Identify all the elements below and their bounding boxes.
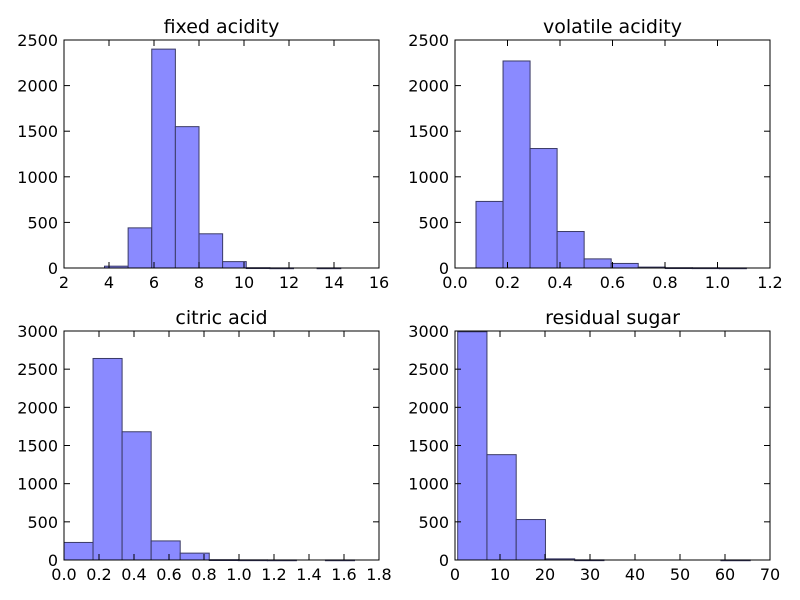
x-tick-label: 0.4: [547, 273, 572, 292]
y-tick-label: 2000: [17, 77, 58, 96]
panel-fixed-acidity: fixed acidity 2 4 6 8 10 12 14 16 0 500 1000 1500 20…: [17, 16, 389, 292]
x-tick-label: 1.8: [366, 565, 391, 584]
histogram-bar: [583, 258, 612, 269]
histogram-bar: [151, 48, 176, 269]
x-tick-label: 20: [535, 565, 555, 584]
y-tick-label: 2000: [17, 398, 58, 417]
y-tick-label: 2500: [17, 31, 58, 50]
histogram-bar: [457, 331, 488, 561]
y-tick-label: 2500: [408, 31, 449, 50]
panel-title: citric acid: [175, 307, 267, 329]
histogram-bar: [198, 233, 224, 269]
histogram-bar: [222, 261, 247, 269]
x-tick-label: 0.2: [86, 565, 111, 584]
histogram-bar: [174, 126, 200, 269]
x-tick-label: 16: [369, 273, 389, 292]
y-tick-label: 0: [48, 259, 58, 278]
panel-title: fixed acidity: [164, 16, 280, 38]
x-tick-label: 0.0: [442, 273, 467, 292]
panel-title: volatile acidity: [543, 16, 682, 38]
y-tick-label: 2000: [408, 77, 449, 96]
x-tick-label: 60: [715, 565, 735, 584]
panel-volatile-acidity: volatile acidity 0.0 0.2 0.4 0.6 0.8 1.0 1.2 0 5…: [408, 16, 782, 292]
x-tick-label: 1.2: [757, 273, 782, 292]
x-tick-label: 50: [670, 565, 690, 584]
x-tick-label: 40: [625, 565, 645, 584]
x-tick-label: 1.0: [705, 273, 730, 292]
y-tick-label: 1500: [408, 122, 449, 141]
x-tick-label: 0.6: [156, 565, 181, 584]
x-tick-label: 70: [760, 565, 780, 584]
y-tick-label: 1000: [408, 475, 449, 494]
y-tick-label: 2500: [408, 360, 449, 379]
x-tick-label: 1.0: [226, 565, 251, 584]
histogram-bar: [475, 200, 504, 269]
x-tick-label: 0.0: [51, 565, 76, 584]
x-tick-label: 12: [279, 273, 299, 292]
y-tick-label: 2500: [17, 360, 58, 379]
panel-citric-acid: citric acid 0.0 0.2 0.4 0.6 0.8 1.0 1.2 1.4 1.6 1…: [17, 307, 391, 584]
x-tick-label: 0.6: [600, 273, 625, 292]
y-tick-label: 1000: [408, 168, 449, 187]
histogram-bar: [610, 262, 639, 269]
x-tick-label: 0: [450, 565, 460, 584]
x-tick-label: 0.8: [191, 565, 216, 584]
histogram-bar: [502, 60, 531, 269]
histogram-bar: [63, 541, 94, 561]
histogram-bar: [121, 431, 152, 561]
y-tick-label: 0: [439, 259, 449, 278]
y-tick-label: 1500: [408, 437, 449, 456]
x-tick-label: 0.8: [652, 273, 677, 292]
histogram-bar: [179, 552, 210, 561]
y-tick-label: 1000: [17, 168, 58, 187]
histogram-bar: [92, 357, 123, 561]
x-tick-label: 0.2: [495, 273, 520, 292]
y-tick-label: 2000: [408, 398, 449, 417]
x-tick-label: 4: [104, 273, 114, 292]
x-tick-label: 1.2: [261, 565, 286, 584]
x-tick-label: 1.6: [331, 565, 356, 584]
y-tick-label: 500: [418, 213, 449, 232]
axes-frame: [63, 39, 380, 269]
y-tick-label: 500: [27, 513, 58, 532]
histogram-bar: [486, 454, 517, 561]
panel-residual-sugar: residual sugar 0 10 20 30 40 50 60 70 0 500 1000 15…: [408, 307, 780, 584]
x-tick-label: 2: [59, 273, 69, 292]
panel-title: residual sugar: [545, 307, 680, 329]
y-tick-label: 1500: [17, 122, 58, 141]
y-tick-label: 500: [27, 213, 58, 232]
x-tick-label: 8: [194, 273, 204, 292]
histogram-bar: [515, 519, 546, 561]
x-tick-label: 14: [324, 273, 344, 292]
x-tick-label: 6: [149, 273, 159, 292]
y-tick-label: 500: [418, 513, 449, 532]
y-tick-label: 0: [48, 551, 58, 570]
x-tick-label: 1.4: [296, 565, 321, 584]
histogram-bar: [556, 231, 585, 269]
x-tick-label: 10: [234, 273, 254, 292]
y-tick-label: 3000: [408, 322, 449, 341]
histogram-bar: [529, 148, 558, 269]
histogram-bar: [127, 227, 153, 269]
y-tick-label: 0: [439, 551, 449, 570]
x-tick-label: 30: [580, 565, 600, 584]
y-tick-label: 1500: [17, 437, 58, 456]
y-tick-label: 1000: [17, 475, 58, 494]
y-tick-label: 3000: [17, 322, 58, 341]
x-tick-label: 0.4: [121, 565, 146, 584]
x-tick-label: 10: [490, 565, 510, 584]
histogram-bar: [150, 540, 181, 561]
